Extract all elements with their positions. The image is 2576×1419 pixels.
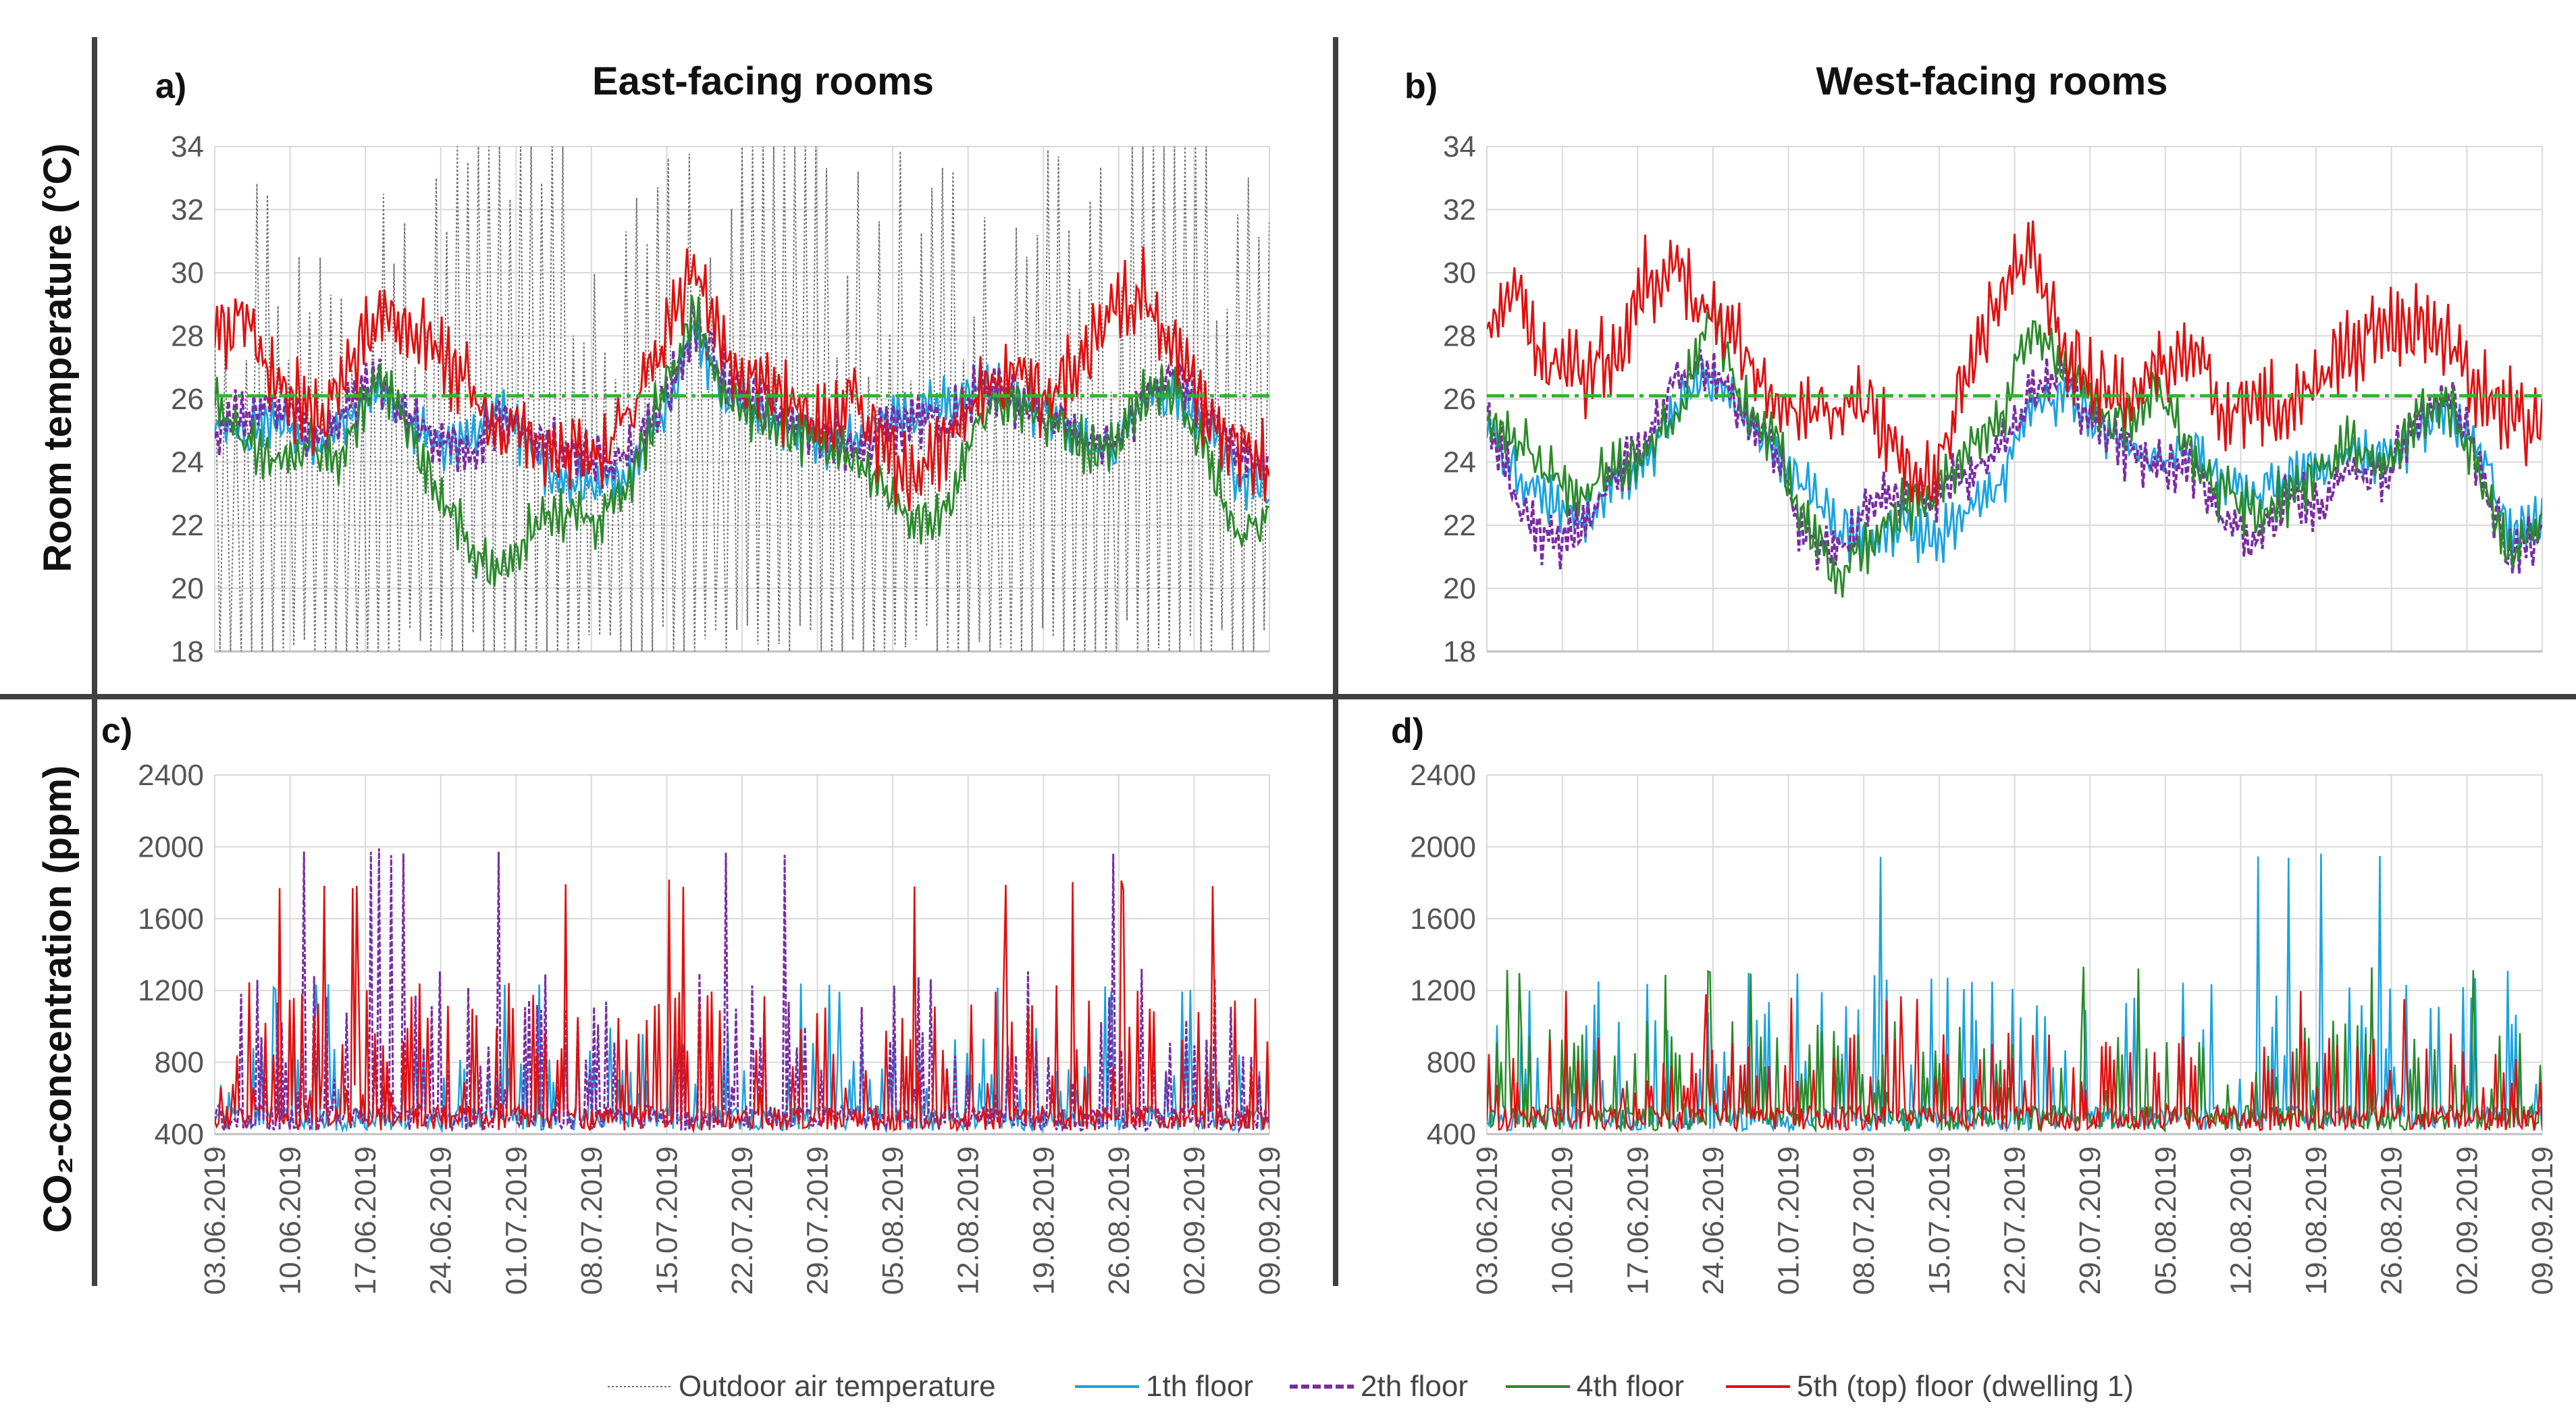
y-tick-label: 20 [1443,572,1476,606]
legend-label: 4th floor [1577,1370,1684,1403]
panel-title-east: East-facing rooms [592,59,934,103]
x-tick-label: 02.09.2019 [1178,1146,1211,1295]
y-tick-label: 400 [155,1118,204,1151]
x-tick-label: 09.09.2019 [2526,1146,2559,1295]
x-tick-label: 08.07.2019 [575,1146,608,1295]
x-tick-label: 19.08.2019 [2300,1146,2333,1295]
panel-label-c: c) [101,712,132,751]
legend-label: 1th floor [1146,1370,1253,1403]
panel-label-b: b) [1404,67,1438,106]
y-tick-label: 1600 [1410,903,1476,936]
x-tick-label: 26.08.2019 [1103,1146,1136,1295]
chart-east-co2: 400 800 1200 1600 2000 2400 03.06.2019 10.06.20… [138,759,1286,1295]
y-tick-label: 34 [171,130,204,163]
y-tick-label: 800 [155,1046,204,1079]
x-tick-label: 15.07.2019 [1923,1146,1956,1295]
legend-label: Outdoor air temperature [679,1370,996,1403]
y-tick-label: 2000 [138,830,204,863]
series-5th-top-floor-dwelling-1- [1487,990,2542,1133]
series-5th-top-floor-dwelling-1- [215,246,1269,512]
series-2th-floor [215,302,1269,495]
series-outdoor-temperature [215,146,1269,651]
x-tick-label: 15.07.2019 [650,1146,683,1295]
y-tick-label: 30 [1443,257,1476,290]
x-tick-label: 22.07.2019 [726,1146,759,1295]
chart-west-temperature: 18 20 22 24 26 28 30 32 34 [1443,130,2543,668]
chart-east-temperature: 18 20 22 24 26 28 30 32 34 [171,130,1270,668]
y-tick-label: 26 [171,383,204,416]
ylabel-temperature: Room temperature (°C) [36,143,80,572]
y-tick-label: 1200 [1410,974,1476,1007]
series-2th-floor [1487,349,2542,574]
ylabel-co2: CO₂-concentration (ppm) [36,766,80,1233]
y-tick-label: 26 [1443,383,1476,416]
x-tick-label: 29.07.2019 [801,1146,835,1295]
x-tick-label: 17.06.2019 [1621,1146,1654,1295]
x-tick-label: 08.07.2019 [1847,1146,1881,1295]
series-5th-top-floor-dwelling-1- [1487,220,2542,507]
x-tick-label: 09.09.2019 [1253,1146,1286,1295]
x-tick-label: 10.06.2019 [1546,1146,1579,1295]
x-tick-label: 01.07.2019 [500,1146,533,1295]
x-tick-label: 29.07.2019 [2074,1146,2107,1295]
y-tick-label: 1200 [138,974,204,1007]
x-tick-label: 17.06.2019 [349,1146,382,1295]
chart-west-co2: 400 800 1200 1600 2000 2400 03.06.2019 10.06.20… [1410,759,2559,1295]
y-tick-label: 18 [1443,635,1476,668]
y-tick-label: 32 [171,194,204,227]
legend-label: 5th (top) floor (dwelling 1) [1797,1370,2134,1403]
x-tick-label: 01.07.2019 [1772,1146,1806,1295]
panel-label-d: d) [1391,712,1424,751]
x-tick-label: 24.06.2019 [1697,1146,1730,1295]
x-tick-label: 02.09.2019 [2450,1146,2483,1295]
y-tick-label: 34 [1443,130,1476,163]
x-tick-label: 26.08.2019 [2375,1146,2409,1295]
y-tick-label: 2400 [138,759,204,792]
panel-label-a: a) [155,67,186,106]
series-4th-floor [1487,294,2542,598]
y-tick-label: 24 [171,446,204,479]
y-tick-label: 18 [171,635,204,668]
y-tick-label: 2000 [1410,830,1476,863]
y-tick-label: 28 [1443,320,1476,353]
y-tick-label: 22 [1443,509,1476,542]
series-4th-floor [1487,967,2542,1133]
y-tick-label: 22 [171,509,204,542]
y-tick-label: 28 [171,320,204,353]
y-tick-label: 30 [171,257,204,290]
panel-title-west: West-facing rooms [1816,59,2167,103]
y-tick-label: 800 [1427,1046,1476,1079]
x-tick-label: 12.08.2019 [2224,1146,2257,1295]
x-tick-label: 19.08.2019 [1027,1146,1060,1295]
y-tick-label: 2400 [1410,759,1476,792]
legend: Outdoor air temperature 1th floor 2th floo… [608,1370,2134,1403]
x-tick-label: 05.08.2019 [876,1146,910,1295]
legend-label: 2th floor [1361,1370,1468,1403]
series-5th-top-floor-dwelling-1- [215,879,1269,1134]
series-4th-floor [215,295,1269,587]
x-tick-label: 10.06.2019 [274,1146,307,1295]
x-tick-label: 03.06.2019 [199,1146,232,1295]
y-tick-label: 32 [1443,194,1476,227]
x-tick-label: 03.06.2019 [1471,1146,1504,1295]
x-tick-label: 05.08.2019 [2149,1146,2182,1295]
y-tick-label: 400 [1427,1118,1476,1151]
x-tick-label: 12.08.2019 [952,1146,985,1295]
x-tick-label: 22.07.2019 [1999,1146,2032,1295]
x-tick-label: 24.06.2019 [425,1146,458,1295]
y-tick-label: 1600 [138,903,204,936]
y-tick-label: 24 [1443,446,1476,479]
y-tick-label: 20 [171,572,204,606]
